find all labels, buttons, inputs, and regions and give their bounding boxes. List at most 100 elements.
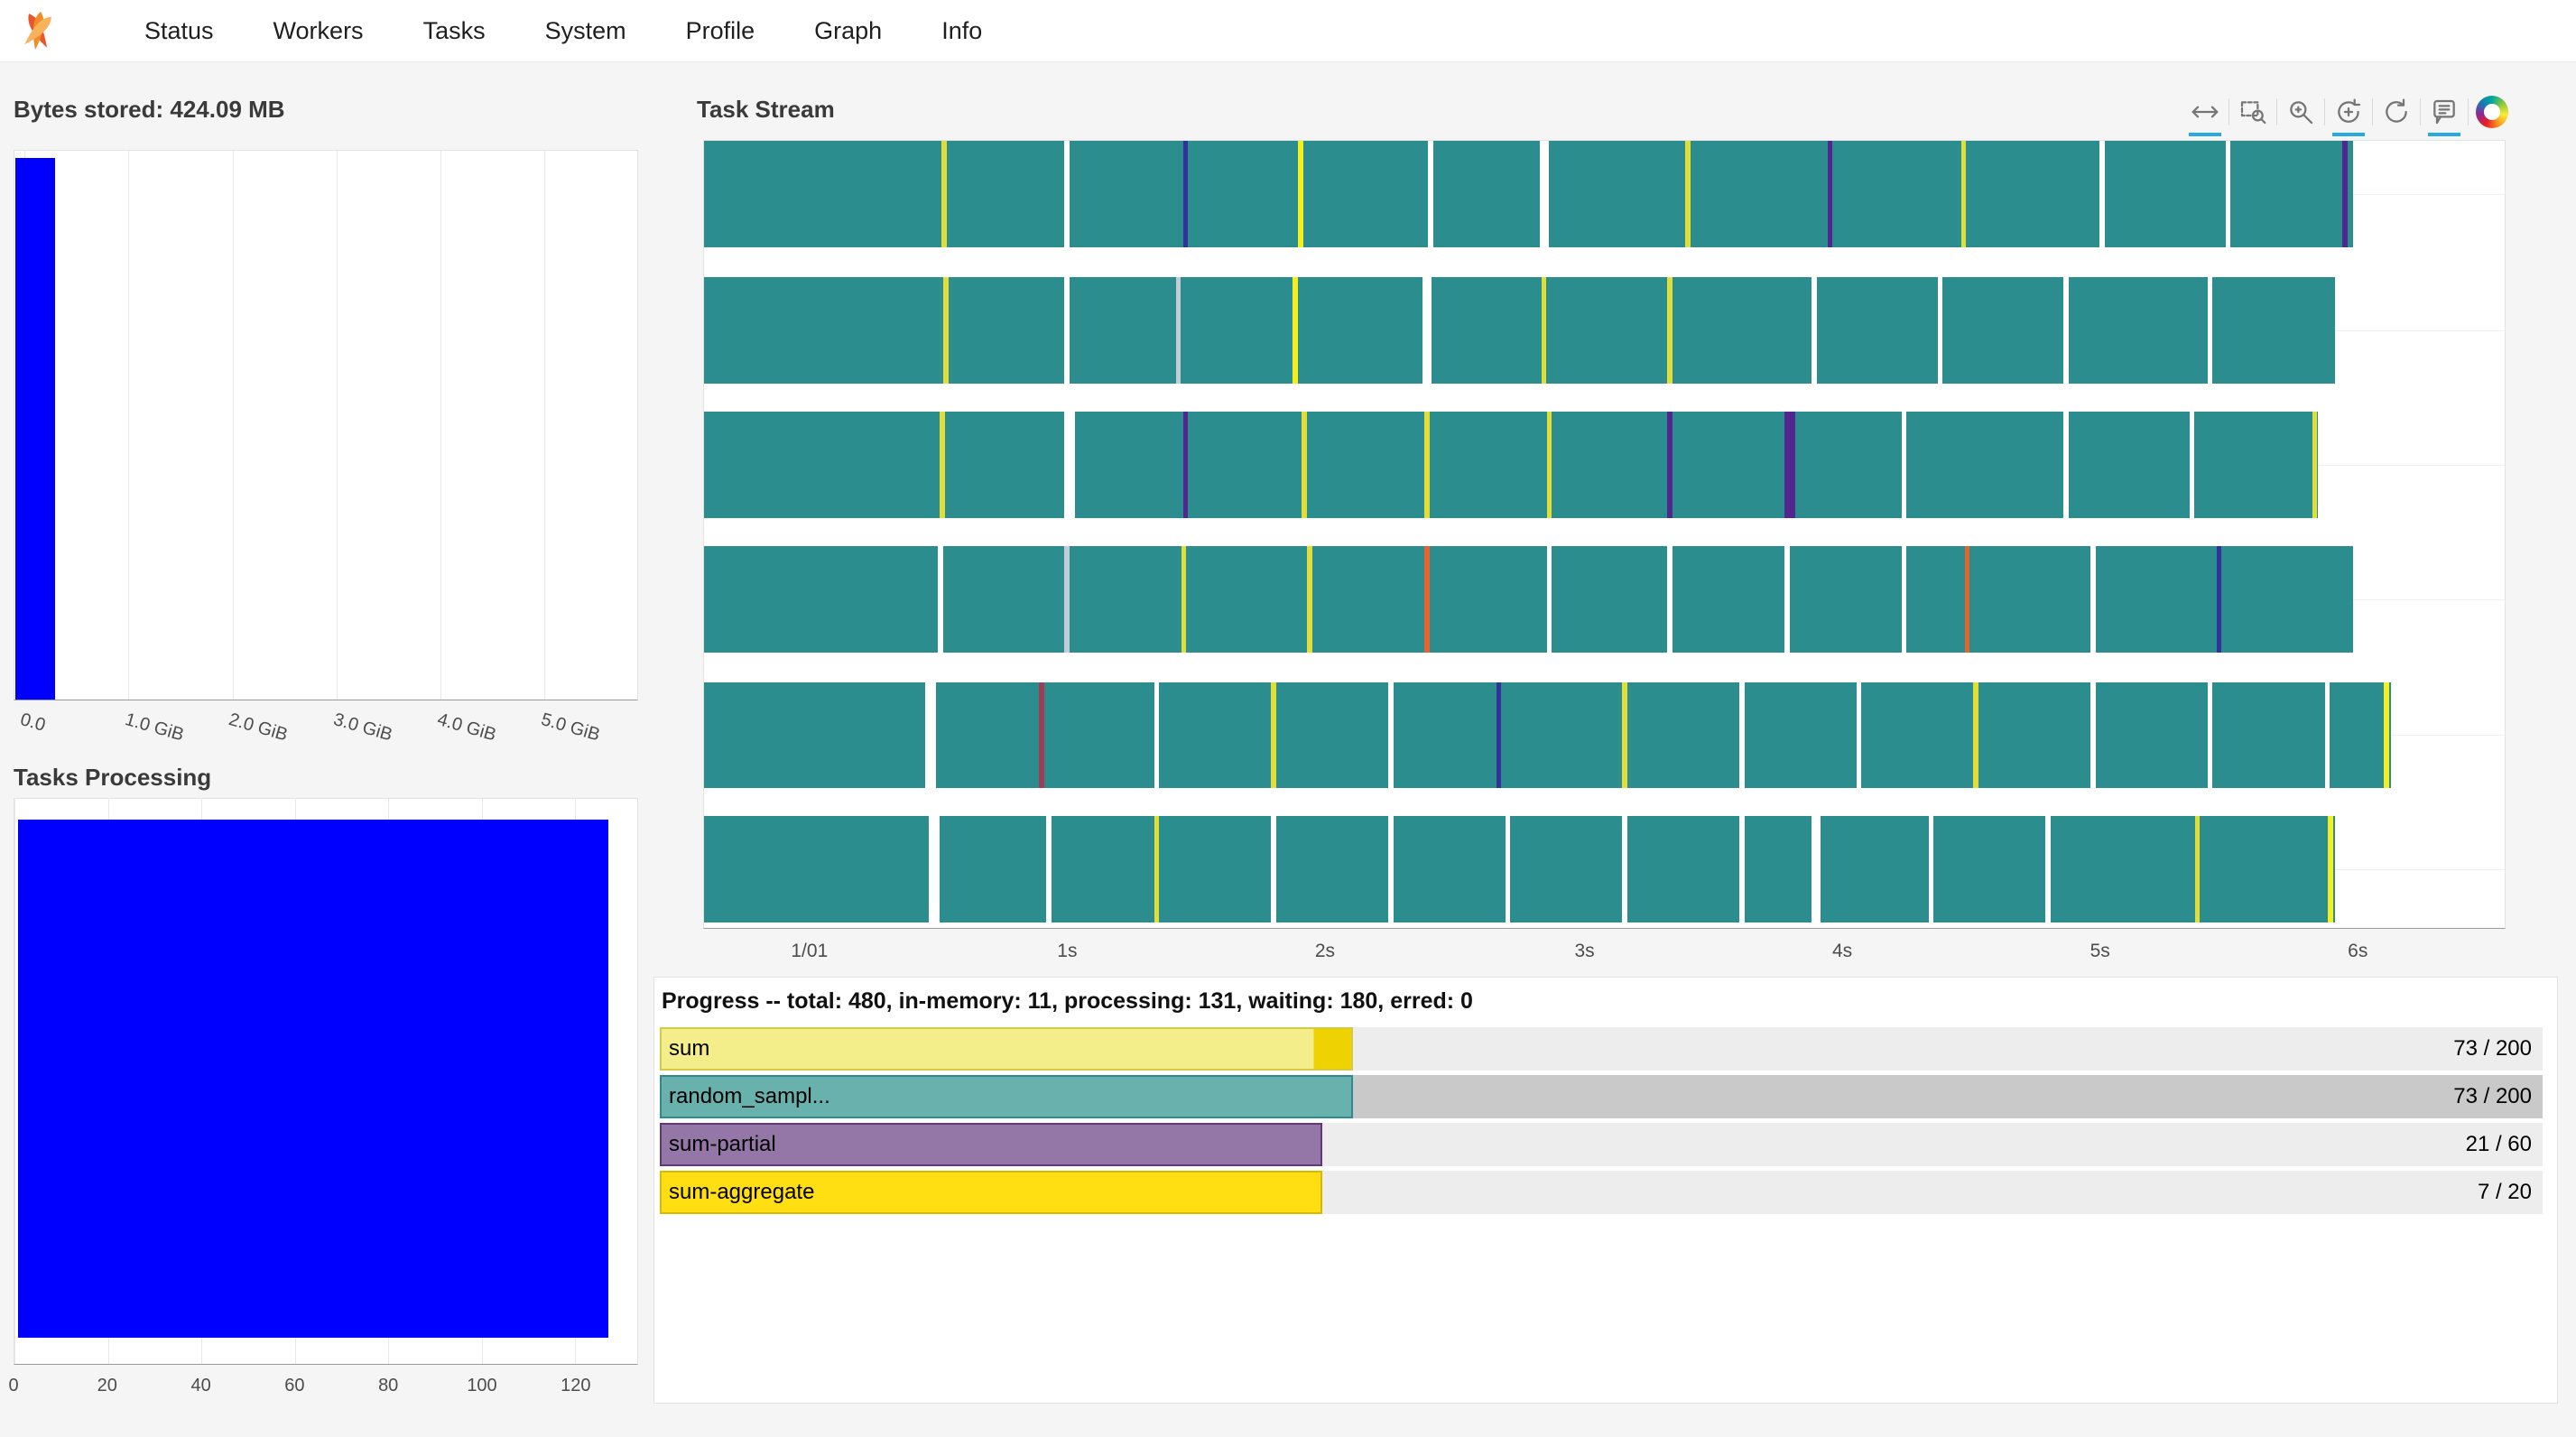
nav-item-graph[interactable]: Graph <box>814 16 883 44</box>
task-stream-mark <box>1064 141 1070 247</box>
progress-bar-label: sum <box>669 1036 710 1061</box>
task-stream-mark <box>1271 816 1276 922</box>
axis-tick-label: 120 <box>561 1376 591 1395</box>
zoom-in-tool-icon[interactable] <box>2282 90 2320 134</box>
gridline <box>440 151 441 700</box>
task-stream-mark <box>1667 276 1673 384</box>
progress-bar-label: sum-partial <box>669 1132 776 1156</box>
task-stream-mark <box>1667 411 1673 518</box>
toolbar-separator <box>2468 98 2469 125</box>
task-stream-mark <box>1505 816 1511 922</box>
navbar: Status Workers Tasks System Profile Graph Info <box>0 0 2576 62</box>
axis-tick-label: 4.0 GiB <box>435 709 499 746</box>
task-stream-mark <box>1901 546 1907 653</box>
axis-tick-label: 3s <box>1574 941 1595 961</box>
hover-tool-icon[interactable] <box>2425 90 2463 136</box>
tasks-processing-plot[interactable] <box>14 798 638 1365</box>
nav-item-info[interactable]: Info <box>941 16 983 44</box>
task-stream-mark <box>1622 816 1628 922</box>
wheel-zoom-tool-icon[interactable] <box>2330 90 2368 136</box>
task-stream-mark <box>1424 546 1430 653</box>
axis-tick-label: 5.0 GiB <box>539 709 603 746</box>
tasks-processing-title: Tasks Processing <box>14 764 212 791</box>
task-stream-mark <box>1827 141 1833 247</box>
task-stream-mark <box>1182 411 1189 518</box>
progress-bar-fill <box>660 1171 1323 1214</box>
task-stream-mark <box>1039 681 1044 789</box>
axis-tick-label: 1s <box>1057 941 1078 961</box>
reset-tool-icon[interactable] <box>2377 90 2415 134</box>
bytes-stored-xaxis: 0.0 1.0 GiB 2.0 GiB 3.0 GiB 4.0 GiB 5.0 GiB <box>14 704 638 758</box>
progress-bar-count: 7 / 20 <box>2477 1180 2532 1204</box>
axis-tick-label: 6s <box>2348 941 2368 961</box>
task-stream-mark <box>1154 816 1160 922</box>
axis-tick-label: 60 <box>284 1376 305 1395</box>
task-stream-mark <box>2090 546 2096 653</box>
task-stream-mark <box>2063 411 2069 518</box>
axis-tick-label: 1.0 GiB <box>122 709 186 746</box>
task-stream-mark <box>1667 546 1673 653</box>
nav-item-status[interactable]: Status <box>144 16 214 44</box>
task-stream-mark <box>2090 681 2096 789</box>
axis-tick-label: 80 <box>378 1376 399 1395</box>
task-stream-mark <box>925 681 937 789</box>
task-stream-mark <box>1546 411 1552 518</box>
dask-logo-icon[interactable] <box>14 6 62 55</box>
task-stream-row <box>704 276 2336 384</box>
progress-bar-randomsampl: random_sampl... 73 / 200 <box>660 1075 2543 1118</box>
progress-title: Progress -- total: 480, in-memory: 11, p… <box>662 988 1473 1014</box>
nav-item-system[interactable]: System <box>544 16 626 44</box>
box-zoom-tool-icon[interactable] <box>2234 90 2272 134</box>
nav-item-tasks[interactable]: Tasks <box>422 16 486 44</box>
task-stream-mark <box>2342 141 2349 247</box>
nav-item-workers[interactable]: Workers <box>273 16 364 44</box>
axis-tick-label: 20 <box>97 1376 117 1395</box>
task-stream-mark <box>1293 276 1298 384</box>
task-stream-mark <box>1064 546 1070 653</box>
pan-tool-icon[interactable] <box>2186 90 2224 136</box>
task-stream-mark <box>1496 681 1502 789</box>
task-stream-row <box>704 681 2392 789</box>
task-stream-mark <box>1546 546 1552 653</box>
task-stream-mark <box>1964 546 1970 653</box>
task-stream-mark <box>1307 546 1312 653</box>
axis-tick-label: 0.0 <box>17 709 48 736</box>
tasks-processing-xaxis: 0 20 40 60 80 100 120 <box>8 1370 638 1412</box>
nav-item-profile[interactable]: Profile <box>685 16 755 44</box>
task-stream-mark <box>941 141 947 247</box>
task-stream-mark <box>1811 276 1817 384</box>
tasks-processing-bar <box>18 819 609 1339</box>
gridline <box>336 151 338 700</box>
task-stream-mark <box>2207 276 2213 384</box>
task-stream-mark <box>1784 546 1790 653</box>
task-stream-mark <box>938 546 943 653</box>
task-stream-mark <box>1973 681 1979 789</box>
bokeh-toolbar <box>2186 88 2511 136</box>
task-stream-mark <box>2189 411 2195 518</box>
bytes-stored-plot[interactable] <box>14 150 638 700</box>
task-stream-mark <box>1424 411 1430 518</box>
task-stream-plot[interactable] <box>703 140 2506 929</box>
task-stream-mark <box>1856 681 1862 789</box>
progress-bar-label: random_sampl... <box>669 1084 830 1108</box>
axis-tick-label: 2.0 GiB <box>227 709 291 746</box>
task-stream-mark <box>1064 276 1070 384</box>
task-stream-mark <box>1784 411 1795 518</box>
task-stream-mark <box>1685 141 1691 247</box>
task-stream-mark <box>1388 816 1394 922</box>
progress-bar-label: sum-aggregate <box>669 1180 815 1204</box>
axis-tick-label: 40 <box>190 1376 211 1395</box>
toolbar-separator <box>2372 98 2373 125</box>
bokeh-logo <box>2476 96 2508 128</box>
task-stream-mark <box>2194 816 2201 922</box>
gridline <box>128 151 130 700</box>
progress-bar-fill <box>660 1027 1353 1071</box>
progress-bar-count: 21 / 60 <box>2465 1132 2532 1156</box>
toolbar-separator <box>2420 98 2421 125</box>
progress-bars: sum 73 / 200 random_sampl... 73 / 200 sum-pa… <box>654 1027 2557 1214</box>
task-stream-mark <box>2225 141 2231 247</box>
axis-tick-label: 3.0 GiB <box>330 709 394 746</box>
progress-bar-fill <box>660 1075 1353 1118</box>
progress-bar-sum-partial: sum-partial 21 / 60 <box>660 1123 2543 1166</box>
bokeh-logo-icon[interactable] <box>2473 90 2511 134</box>
